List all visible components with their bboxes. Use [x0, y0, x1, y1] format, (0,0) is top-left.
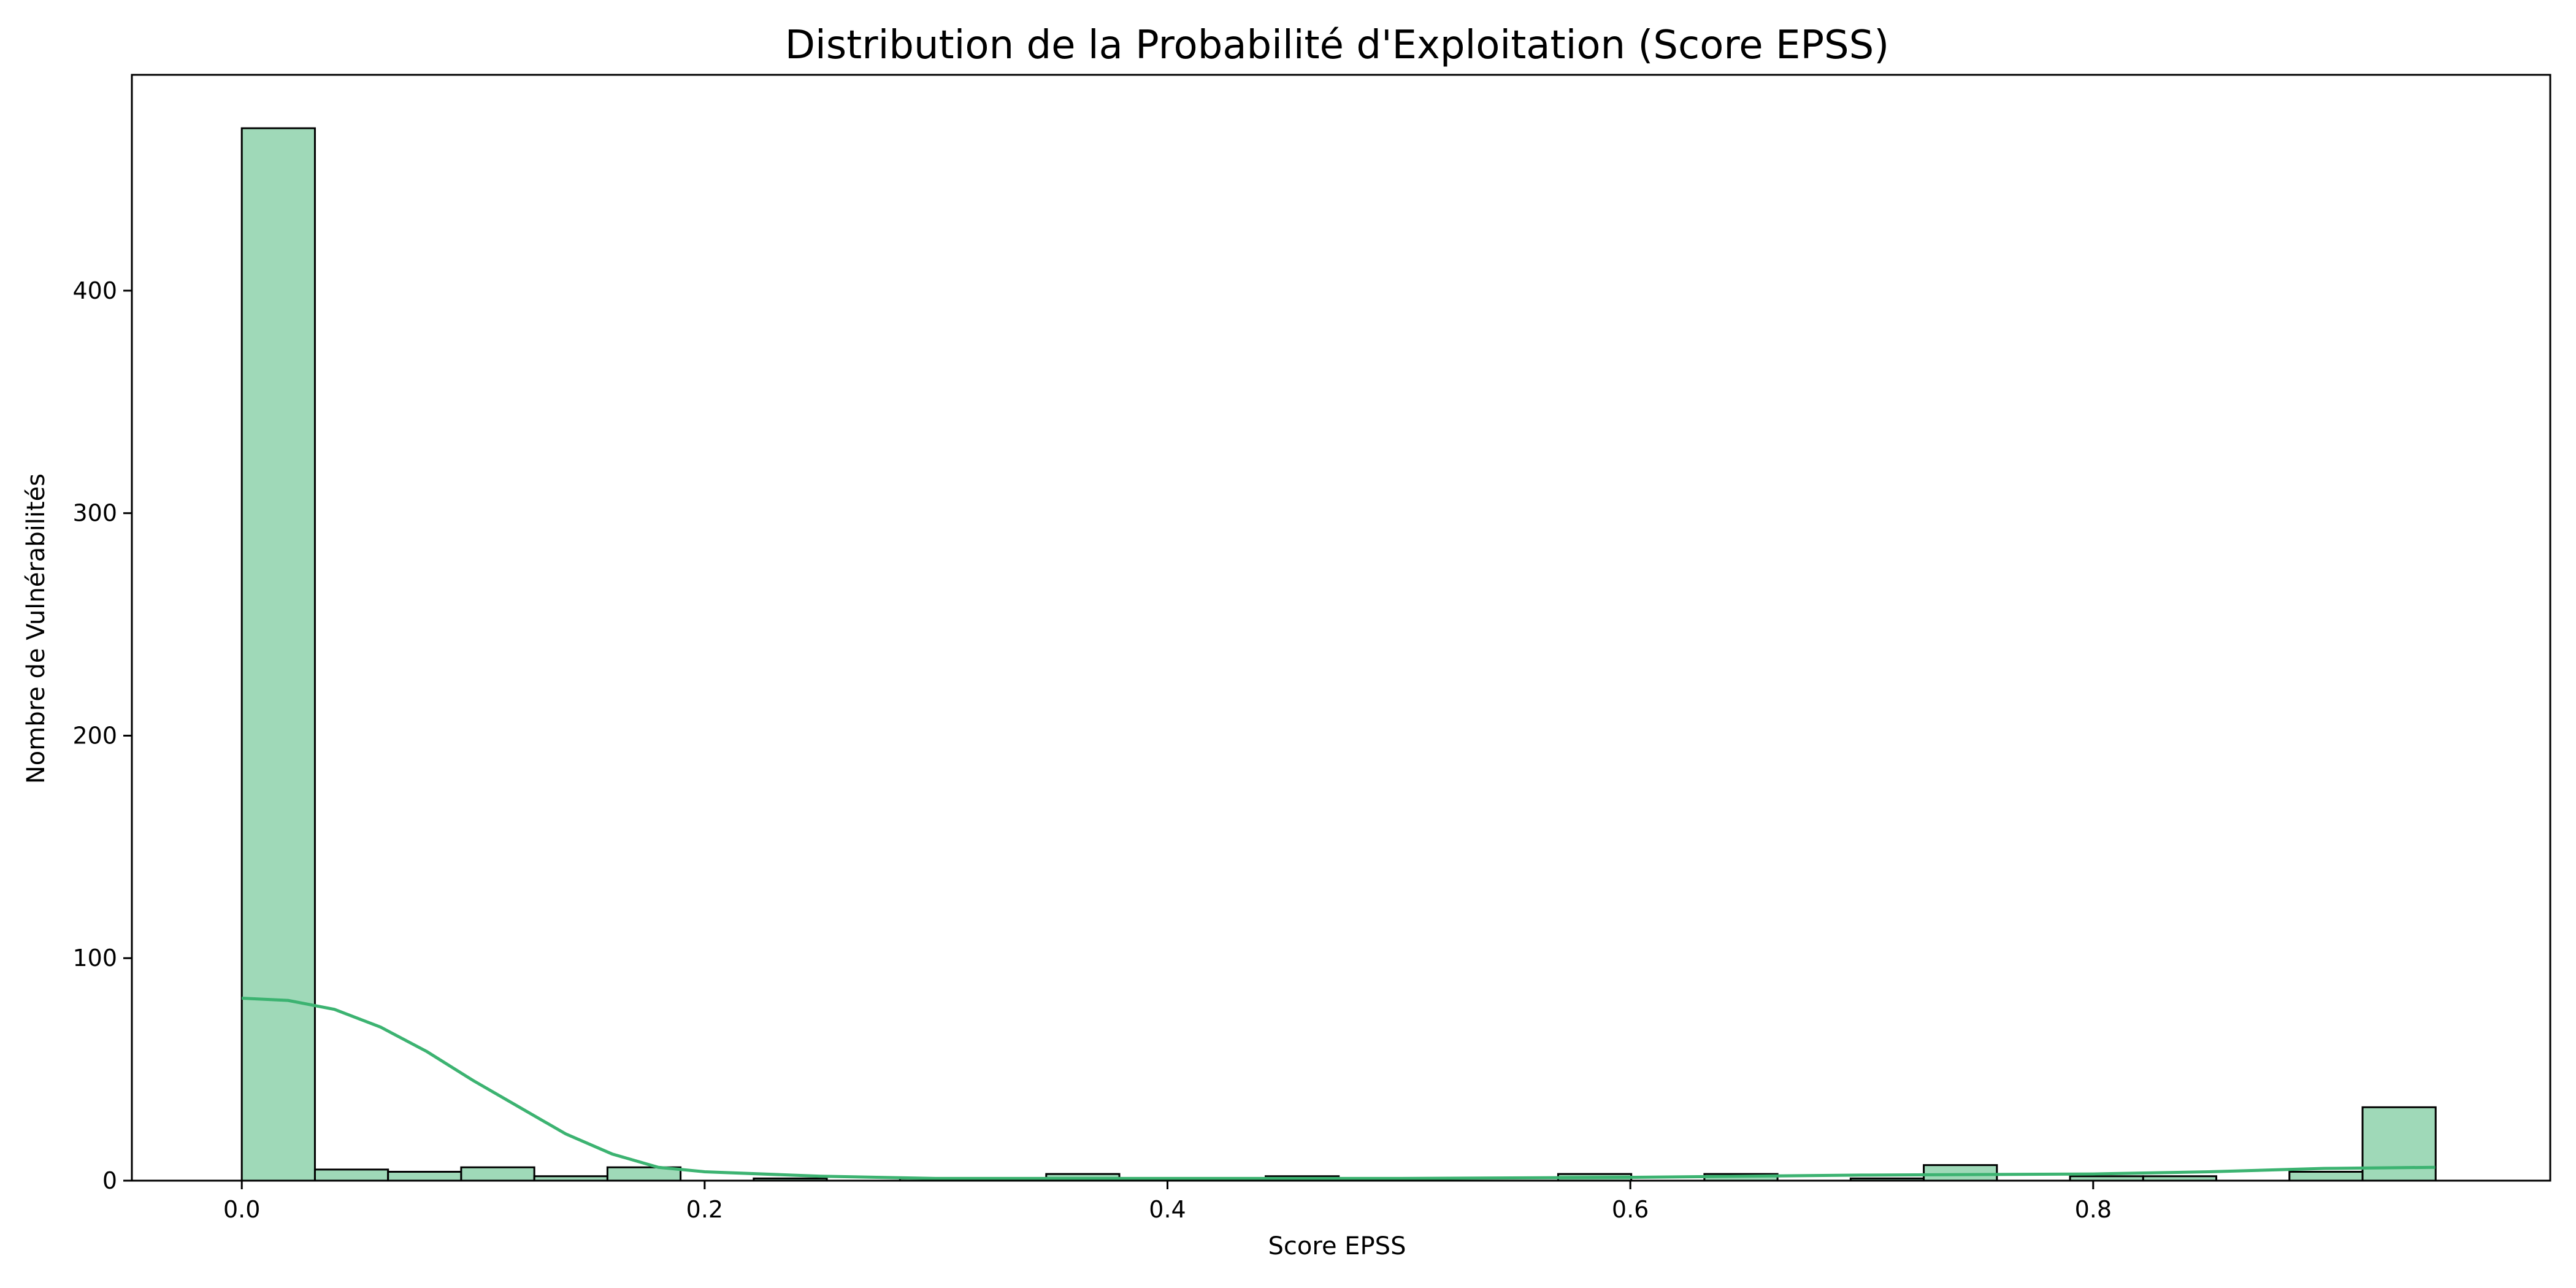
plot-frame — [131, 74, 2551, 1182]
y-tick-label: 0 — [102, 1167, 117, 1194]
histogram-bar — [2288, 1170, 2364, 1182]
histogram-bars — [240, 127, 2437, 1182]
y-tick-label: 100 — [72, 945, 117, 972]
x-axis-label: Score EPSS — [1268, 1232, 1406, 1260]
kde-curve — [242, 997, 2436, 1180]
x-tick-label: 0.8 — [2075, 1196, 2112, 1223]
y-axis: 0 100 200 300 400 — [72, 277, 132, 1194]
histogram-bar — [2361, 1106, 2437, 1182]
histogram-bar — [1923, 1164, 1998, 1182]
y-axis-label: Nombre de Vulnérabilités — [22, 473, 50, 784]
x-tick-label: 0.2 — [686, 1196, 723, 1223]
histogram-bar — [387, 1170, 462, 1182]
y-tick-label: 300 — [72, 500, 117, 527]
x-tick-label: 0.6 — [1612, 1196, 1649, 1223]
histogram-bar — [240, 127, 316, 1182]
chart-title: Distribution de la Probabilité d'Exploit… — [785, 23, 1890, 68]
histogram-bar — [460, 1166, 535, 1182]
y-tick-label: 200 — [72, 722, 117, 749]
histogram-bar — [313, 1168, 389, 1182]
x-tick-label: 0.0 — [223, 1196, 260, 1223]
y-tick-label: 400 — [72, 277, 117, 304]
x-tick-label: 0.4 — [1149, 1196, 1186, 1223]
x-axis: 0.0 0.2 0.4 0.6 0.8 — [223, 1181, 2112, 1223]
